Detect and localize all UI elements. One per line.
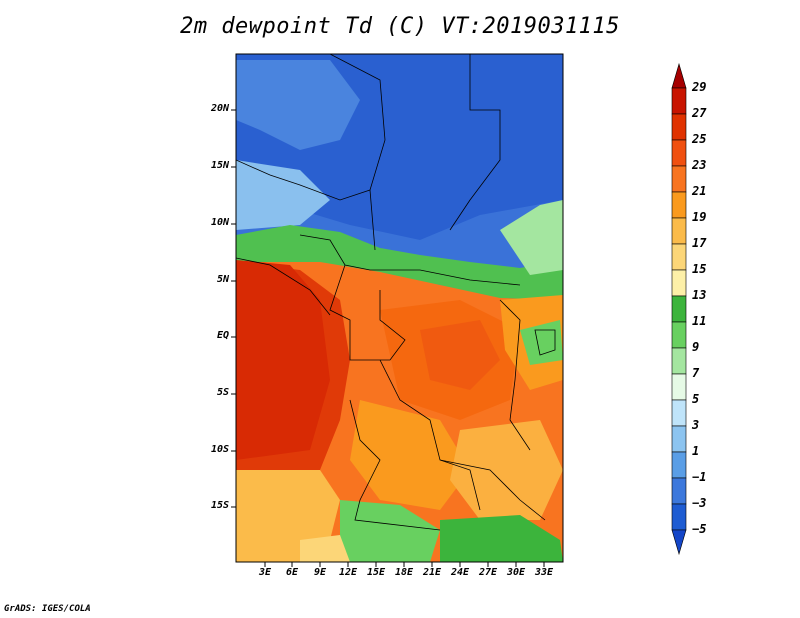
colorbar-label: 21 <box>692 184 707 198</box>
dewpoint-field <box>236 54 563 562</box>
lon-label: 18E <box>394 567 414 578</box>
lat-label: 5N <box>216 274 229 285</box>
colorbar-label: 15 <box>692 262 707 276</box>
colorbar-swatch <box>671 243 687 271</box>
lat-label: 15N <box>210 160 229 171</box>
lon-label: 9E <box>313 567 327 578</box>
colorbar-swatch <box>671 113 687 141</box>
lon-label: 24E <box>450 567 470 578</box>
colorbar-label: 7 <box>692 366 700 380</box>
colorbar-label: 29 <box>692 80 707 94</box>
lat-label: 20N <box>210 103 229 114</box>
colorbar-swatch <box>671 321 687 349</box>
credit-text: GrADS: IGES/COLA <box>4 604 91 614</box>
lon-label: 33E <box>534 567 554 578</box>
lat-label: 15S <box>210 500 229 511</box>
lon-label: 21E <box>422 567 442 578</box>
colorbar-swatch <box>671 87 687 115</box>
colorbar-label: 1 <box>692 444 700 458</box>
colorbar-label: 17 <box>692 236 707 250</box>
colorbar <box>671 62 687 556</box>
colorbar-label: 11 <box>692 314 707 328</box>
lat-label: 10N <box>210 217 229 228</box>
colorbar-swatch <box>671 217 687 245</box>
lon-label: 3E <box>258 567 272 578</box>
colorbar-bottom-arrow <box>671 529 687 556</box>
colorbar-label: −3 <box>692 496 707 510</box>
colorbar-swatch <box>671 139 687 167</box>
colorbar-label: −5 <box>692 522 707 536</box>
lon-label: 6E <box>285 567 299 578</box>
colorbar-top-arrow <box>671 62 687 89</box>
chart-title: 2m dewpoint Td (C) VT:2019031115 <box>180 14 620 39</box>
colorbar-swatch <box>671 451 687 479</box>
lat-label: EQ <box>216 330 229 341</box>
lon-label: 12E <box>338 567 358 578</box>
colorbar-label: 3 <box>692 418 700 432</box>
colorbar-label: 27 <box>692 106 707 120</box>
colorbar-swatch <box>671 269 687 297</box>
lat-label: 5S <box>216 387 229 398</box>
colorbar-swatch <box>671 399 687 427</box>
colorbar-swatch <box>671 191 687 219</box>
colorbar-swatch <box>671 165 687 193</box>
colorbar-label: 9 <box>692 340 700 354</box>
colorbar-swatch <box>671 373 687 401</box>
colorbar-label: 5 <box>692 392 700 406</box>
lat-label: 10S <box>210 444 229 455</box>
lon-label: 15E <box>366 567 386 578</box>
colorbar-label: −1 <box>692 470 707 484</box>
colorbar-swatch <box>671 477 687 505</box>
colorbar-label: 23 <box>692 158 707 172</box>
colorbar-swatch <box>671 425 687 453</box>
colorbar-label: 13 <box>692 288 707 302</box>
colorbar-swatch <box>671 503 687 531</box>
colorbar-label: 19 <box>692 210 707 224</box>
colorbar-swatch <box>671 295 687 323</box>
lon-label: 30E <box>506 567 526 578</box>
colorbar-swatch <box>671 347 687 375</box>
colorbar-label: 25 <box>692 132 707 146</box>
lon-label: 27E <box>478 567 498 578</box>
map-frame <box>235 53 564 563</box>
